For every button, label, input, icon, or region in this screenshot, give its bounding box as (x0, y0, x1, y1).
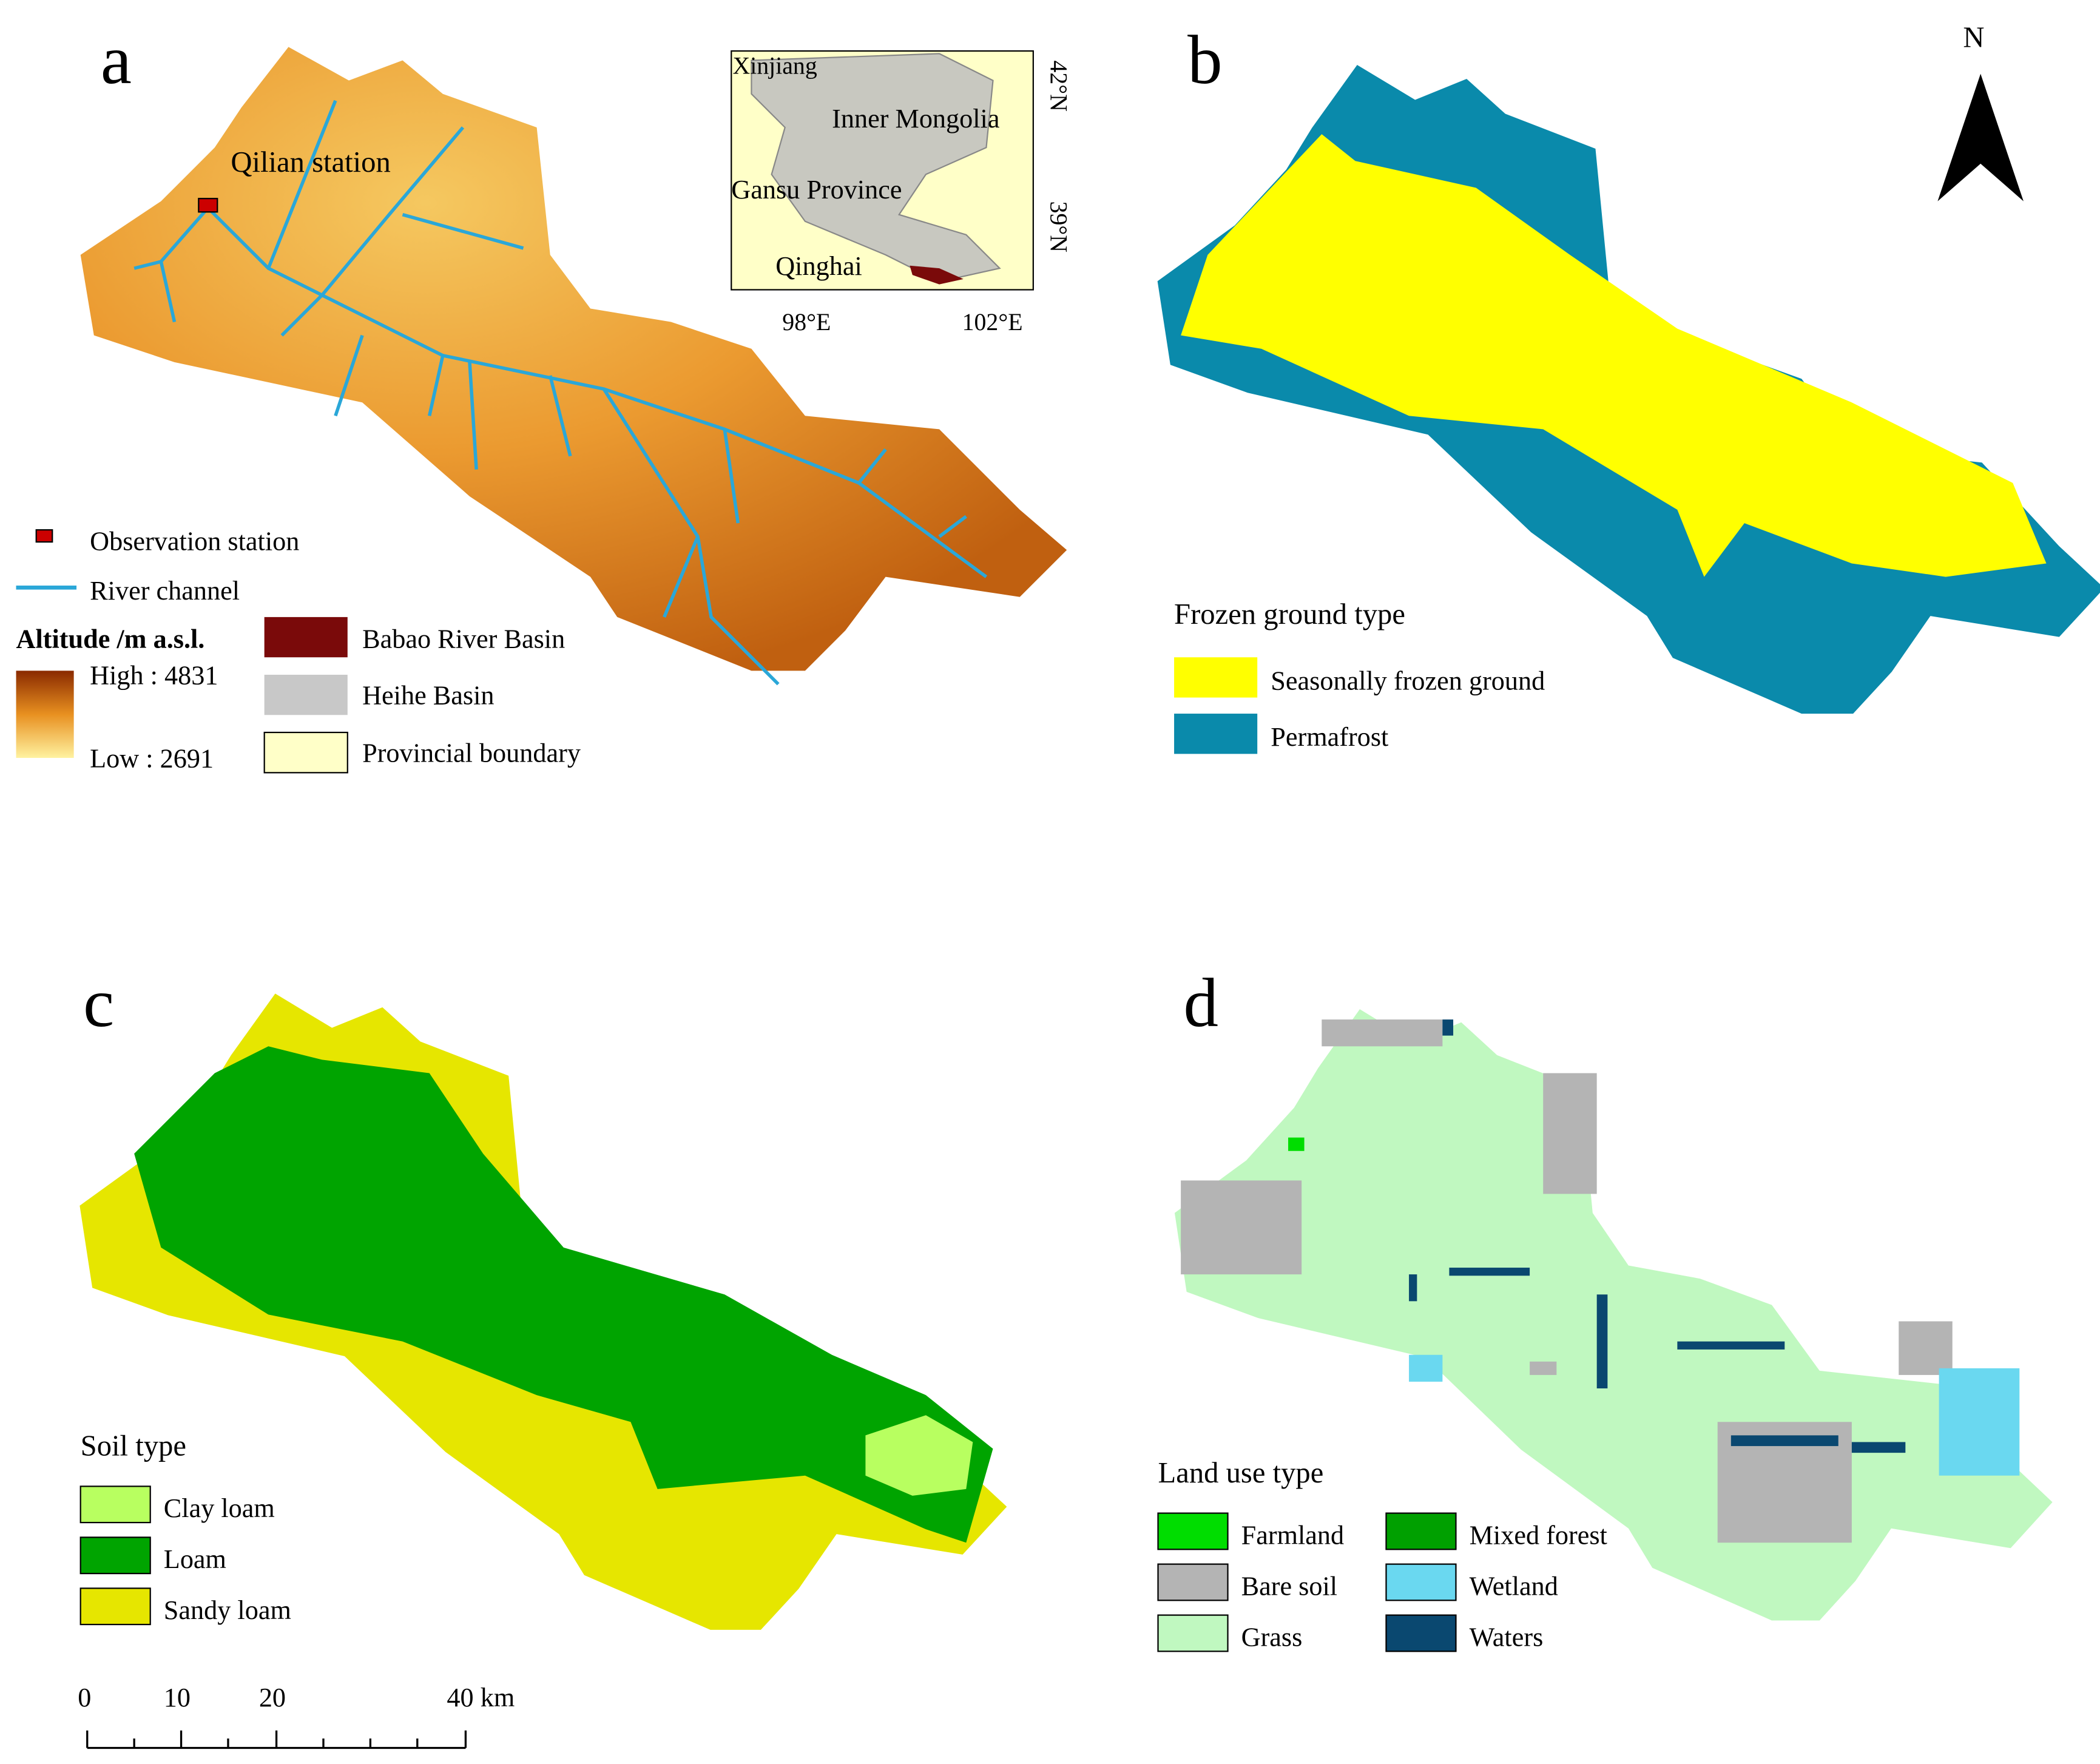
legend-symbol (35, 529, 53, 543)
inset-region: Qinghai (775, 251, 862, 281)
scale-label: 40 km (447, 1683, 515, 1712)
legend-title: Frozen ground type (1174, 598, 1405, 630)
legend-text: Observation station (90, 526, 299, 556)
legend-swatch (1385, 1563, 1457, 1601)
legend-swatch (264, 617, 348, 658)
legend-swatch (1157, 1563, 1229, 1601)
wetland-patches (1409, 1354, 2020, 1476)
legend-text: Bare soil (1241, 1571, 1337, 1601)
north-arrow (1937, 73, 2024, 201)
panel-b: b N Frozen ground type Seasonally frozen… (1157, 21, 2100, 754)
legend-text: Seasonally frozen ground (1271, 666, 1545, 695)
station-marker (198, 198, 218, 213)
panel-label: a (101, 21, 132, 98)
legend-text: Heihe Basin (362, 681, 494, 711)
panel-c: c Soil type Clay loam Loam Sandy loam (79, 964, 1007, 1630)
legend-swatch (79, 1587, 151, 1626)
legend-swatch (1174, 714, 1258, 754)
scale-label: 20 (259, 1683, 286, 1712)
inset-map: Xinjiang Inner Mongolia Gansu Province Q… (731, 50, 1072, 336)
panel-label: b (1187, 21, 1222, 98)
legend-text: Sandy loam (164, 1595, 291, 1625)
legend-text: Permafrost (1271, 722, 1389, 752)
clay-loam-area (865, 1415, 973, 1496)
legend-text: Wetland (1470, 1571, 1558, 1601)
station-label: Qilian station (231, 146, 390, 178)
panel-label: c (83, 964, 114, 1041)
north-label: N (1963, 21, 1984, 53)
legend-swatch (1385, 1614, 1457, 1652)
inset-region: Inner Mongolia (832, 104, 1000, 133)
legend-text: Provincial boundary (362, 738, 581, 768)
panel-a: a Qilian station Xinjiang Inner Mongolia… (16, 21, 1072, 773)
legend-text: Grass (1241, 1622, 1303, 1652)
inset-region: Xinjiang (732, 53, 817, 79)
legend-title: Land use type (1158, 1456, 1324, 1489)
legend-swatch (79, 1536, 151, 1575)
legend-text: Mixed forest (1470, 1520, 1608, 1550)
legend-text: High : 4831 (90, 660, 218, 690)
scale-line (86, 1730, 467, 1749)
seasonal-frozen-area (1181, 134, 2047, 577)
legend-text: Clay loam (164, 1493, 275, 1523)
heihe-basin (751, 53, 1001, 283)
farmland-patch (1288, 1137, 1305, 1151)
legend-text: Loam (164, 1544, 226, 1574)
scale-bar: 0 10 20 40 km (78, 1683, 515, 1749)
legend-swatch (1157, 1614, 1229, 1652)
legend-swatch (1174, 657, 1258, 698)
rivers (133, 100, 988, 686)
legend-text: Low : 2691 (90, 743, 214, 773)
babao-basin (910, 265, 964, 285)
panel-d: d Land use type Farmland Mixed forest Ba… (1157, 964, 2053, 1652)
legend-swatch (1157, 1512, 1229, 1550)
water-patches (1409, 1019, 1906, 1453)
legend-title: Altitude /m a.s.l. (16, 624, 205, 654)
scale-label: 10 (164, 1683, 191, 1712)
lat-tick: 39°N (1045, 201, 1072, 252)
legend-swatch (1385, 1512, 1457, 1550)
legend-swatch (79, 1485, 151, 1524)
scale-label: 0 (78, 1683, 91, 1712)
lon-tick: 98°E (782, 309, 831, 336)
legend-swatch (263, 731, 348, 774)
legend-swatch (264, 674, 348, 715)
legend-a: Observation station River channel Altitu… (16, 526, 581, 773)
legend-text: River channel (90, 576, 240, 606)
altitude-ramp (16, 671, 74, 759)
lon-tick: 102°E (962, 309, 1023, 336)
legend-title: Soil type (81, 1430, 186, 1462)
lat-tick: 42°N (1045, 60, 1072, 111)
loam-area (134, 1046, 993, 1543)
legend-text: Babao River Basin (362, 624, 565, 654)
legend-text: Farmland (1241, 1520, 1345, 1550)
legend-text: Waters (1470, 1622, 1544, 1652)
panel-label: d (1184, 964, 1218, 1041)
inset-region: Gansu Province (731, 175, 902, 204)
